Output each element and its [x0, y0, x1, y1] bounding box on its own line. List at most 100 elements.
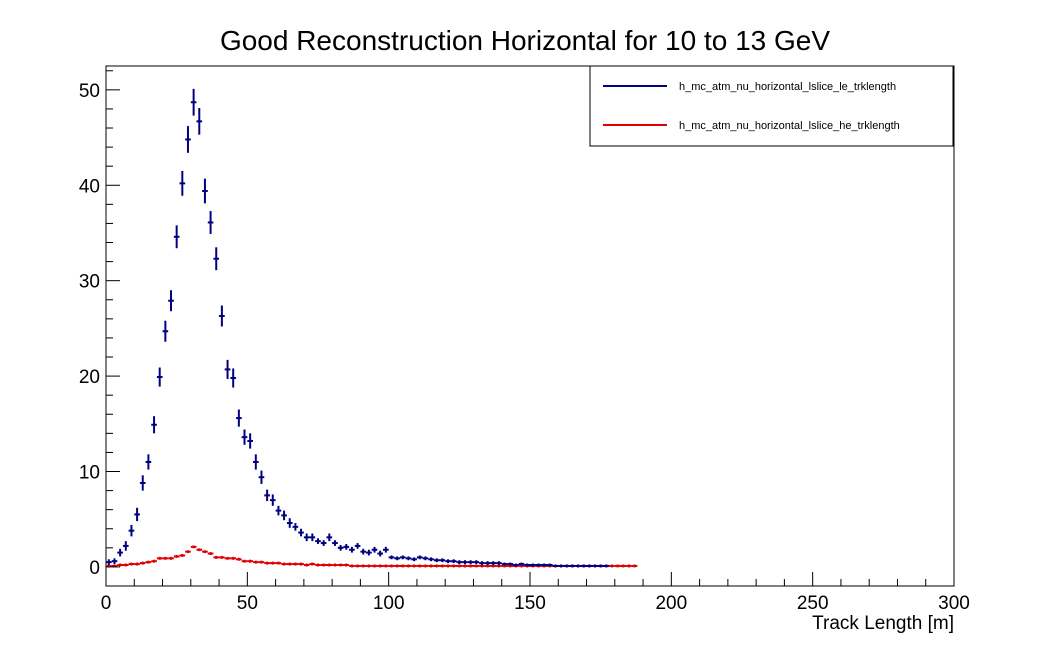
data-point [343, 563, 350, 567]
data-point [416, 564, 423, 568]
data-point [315, 538, 321, 545]
data-point [247, 559, 253, 563]
data-point [558, 564, 564, 568]
data-point [252, 560, 259, 564]
data-point [609, 564, 615, 568]
data-point [580, 564, 587, 568]
data-point [371, 564, 378, 568]
plot-area [106, 88, 638, 568]
x-tick-label: 250 [797, 593, 829, 614]
data-point [507, 562, 514, 566]
data-point [490, 561, 497, 566]
axes: 0 50 100 150 200 250 300 0 10 20 30 40 50 [79, 70, 970, 614]
y-tick-label: 0 [89, 558, 100, 579]
data-point [546, 563, 553, 567]
chart-title: Good Reconstruction Horizontal for 10 to… [220, 25, 830, 56]
data-point [106, 559, 112, 566]
data-point [394, 556, 400, 561]
data-point [541, 563, 547, 567]
data-point [428, 564, 434, 568]
data-point [462, 560, 468, 565]
data-point [439, 558, 446, 563]
data-point [111, 558, 118, 565]
data-point [626, 564, 632, 568]
data-point [569, 564, 576, 568]
data-point [371, 546, 378, 553]
data-point [383, 564, 389, 568]
data-point [269, 561, 276, 565]
data-point [264, 489, 270, 502]
data-point [473, 564, 480, 568]
data-point [320, 540, 327, 546]
legend-label-1: h_mc_atm_nu_horizontal_lslice_he_trkleng… [679, 120, 900, 132]
data-point [117, 563, 123, 567]
data-point [399, 564, 406, 568]
data-point [236, 409, 242, 427]
data-point [597, 564, 604, 568]
data-point [134, 562, 140, 566]
data-point [456, 564, 463, 568]
data-point [162, 556, 169, 560]
data-point [496, 561, 502, 566]
data-point [462, 564, 468, 568]
data-point [592, 564, 598, 568]
series-0 [106, 88, 610, 568]
x-tick-label: 300 [938, 593, 970, 614]
data-point [383, 546, 389, 553]
data-point [422, 564, 429, 568]
data-point [366, 564, 372, 568]
data-point [349, 546, 355, 553]
x-tick-label: 200 [655, 593, 687, 614]
data-point [337, 544, 344, 551]
data-point [156, 556, 163, 560]
data-point [281, 562, 287, 566]
data-point [281, 510, 287, 521]
data-point [298, 528, 304, 537]
data-point [185, 550, 191, 554]
data-point [122, 541, 129, 551]
data-point [513, 563, 519, 567]
x-tick-label: 100 [373, 593, 405, 614]
data-point [202, 550, 208, 554]
data-point [190, 88, 197, 116]
data-point [377, 564, 384, 568]
data-point [422, 556, 429, 561]
data-point [535, 563, 542, 567]
data-point [620, 564, 627, 568]
y-tick-label: 40 [79, 176, 100, 197]
data-point [467, 564, 474, 568]
data-point [349, 564, 355, 568]
data-point [139, 475, 146, 491]
y-tick-label: 20 [79, 367, 100, 388]
data-point [213, 247, 220, 271]
data-point [388, 555, 395, 560]
data-point [354, 564, 361, 568]
data-point [450, 564, 457, 568]
data-point [117, 548, 123, 557]
legend-label-0: h_mc_atm_nu_horizontal_lslice_le_trkleng… [679, 81, 896, 93]
data-point [433, 564, 440, 568]
data-point [326, 563, 333, 567]
data-point [207, 552, 214, 556]
x-tick-label: 50 [237, 593, 258, 614]
data-point [524, 563, 530, 567]
data-point [286, 518, 293, 528]
data-point [411, 564, 417, 568]
data-point [128, 524, 135, 537]
data-point [439, 564, 446, 568]
data-point [360, 548, 367, 555]
data-point [354, 543, 361, 549]
data-point [173, 225, 180, 249]
data-point [168, 290, 174, 312]
data-point [388, 564, 395, 568]
data-point [326, 533, 333, 542]
data-point [332, 540, 338, 546]
data-point [530, 563, 536, 567]
data-point [303, 563, 310, 567]
data-point [428, 557, 434, 562]
data-point [563, 564, 570, 568]
data-point [258, 560, 265, 564]
data-point [518, 562, 525, 566]
data-point [433, 558, 440, 563]
data-point [298, 562, 304, 566]
